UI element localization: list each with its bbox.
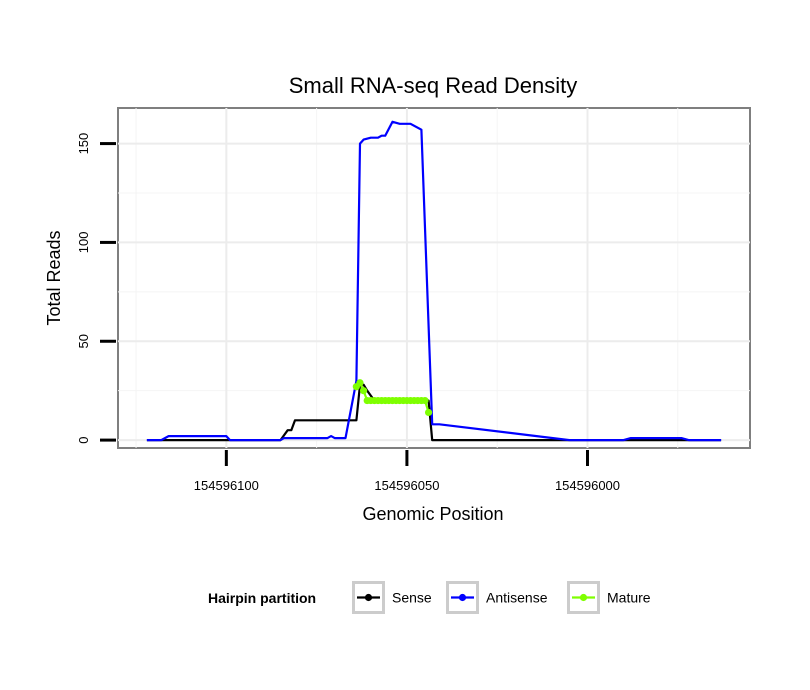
y-tick-label: 50	[76, 334, 91, 348]
y-tick-label: 0	[76, 436, 91, 443]
series-point-mature	[359, 387, 368, 395]
plot-panel	[117, 107, 751, 449]
y-tick-label: 100	[76, 232, 91, 254]
series-point-mature	[356, 379, 364, 387]
y-axis-title: Total Reads	[44, 230, 64, 325]
y-tick-label: 150	[76, 133, 91, 155]
y-axis: 0 50 100 150	[76, 133, 116, 444]
x-tick-label: 154596050	[374, 478, 439, 493]
legend-items: Sense Antisense Mature	[352, 581, 651, 614]
series-point-mature	[421, 396, 429, 405]
x-axis-title: Genomic Position	[362, 504, 503, 524]
legend-marker-antisense	[458, 593, 467, 602]
x-tick-label: 154596000	[555, 478, 620, 493]
legend-label-antisense: Antisense	[486, 590, 548, 606]
legend-marker-sense	[364, 593, 373, 602]
minor-gridlines	[118, 108, 750, 448]
x-axis: 154596100 154596050 154596000	[194, 450, 620, 493]
series-layer	[146, 120, 722, 442]
legend-label-mature: Mature	[607, 590, 651, 606]
legend: Hairpin partition Sense Antisense Mature	[208, 581, 651, 614]
series-point-mature	[424, 408, 433, 417]
x-tick-label: 154596100	[194, 478, 259, 493]
chart-title: Small RNA-seq Read Density	[289, 73, 578, 98]
legend-title: Hairpin partition	[208, 590, 316, 606]
series-line-antisense	[146, 120, 722, 442]
legend-label-sense: Sense	[392, 590, 432, 606]
legend-marker-mature	[579, 593, 588, 602]
